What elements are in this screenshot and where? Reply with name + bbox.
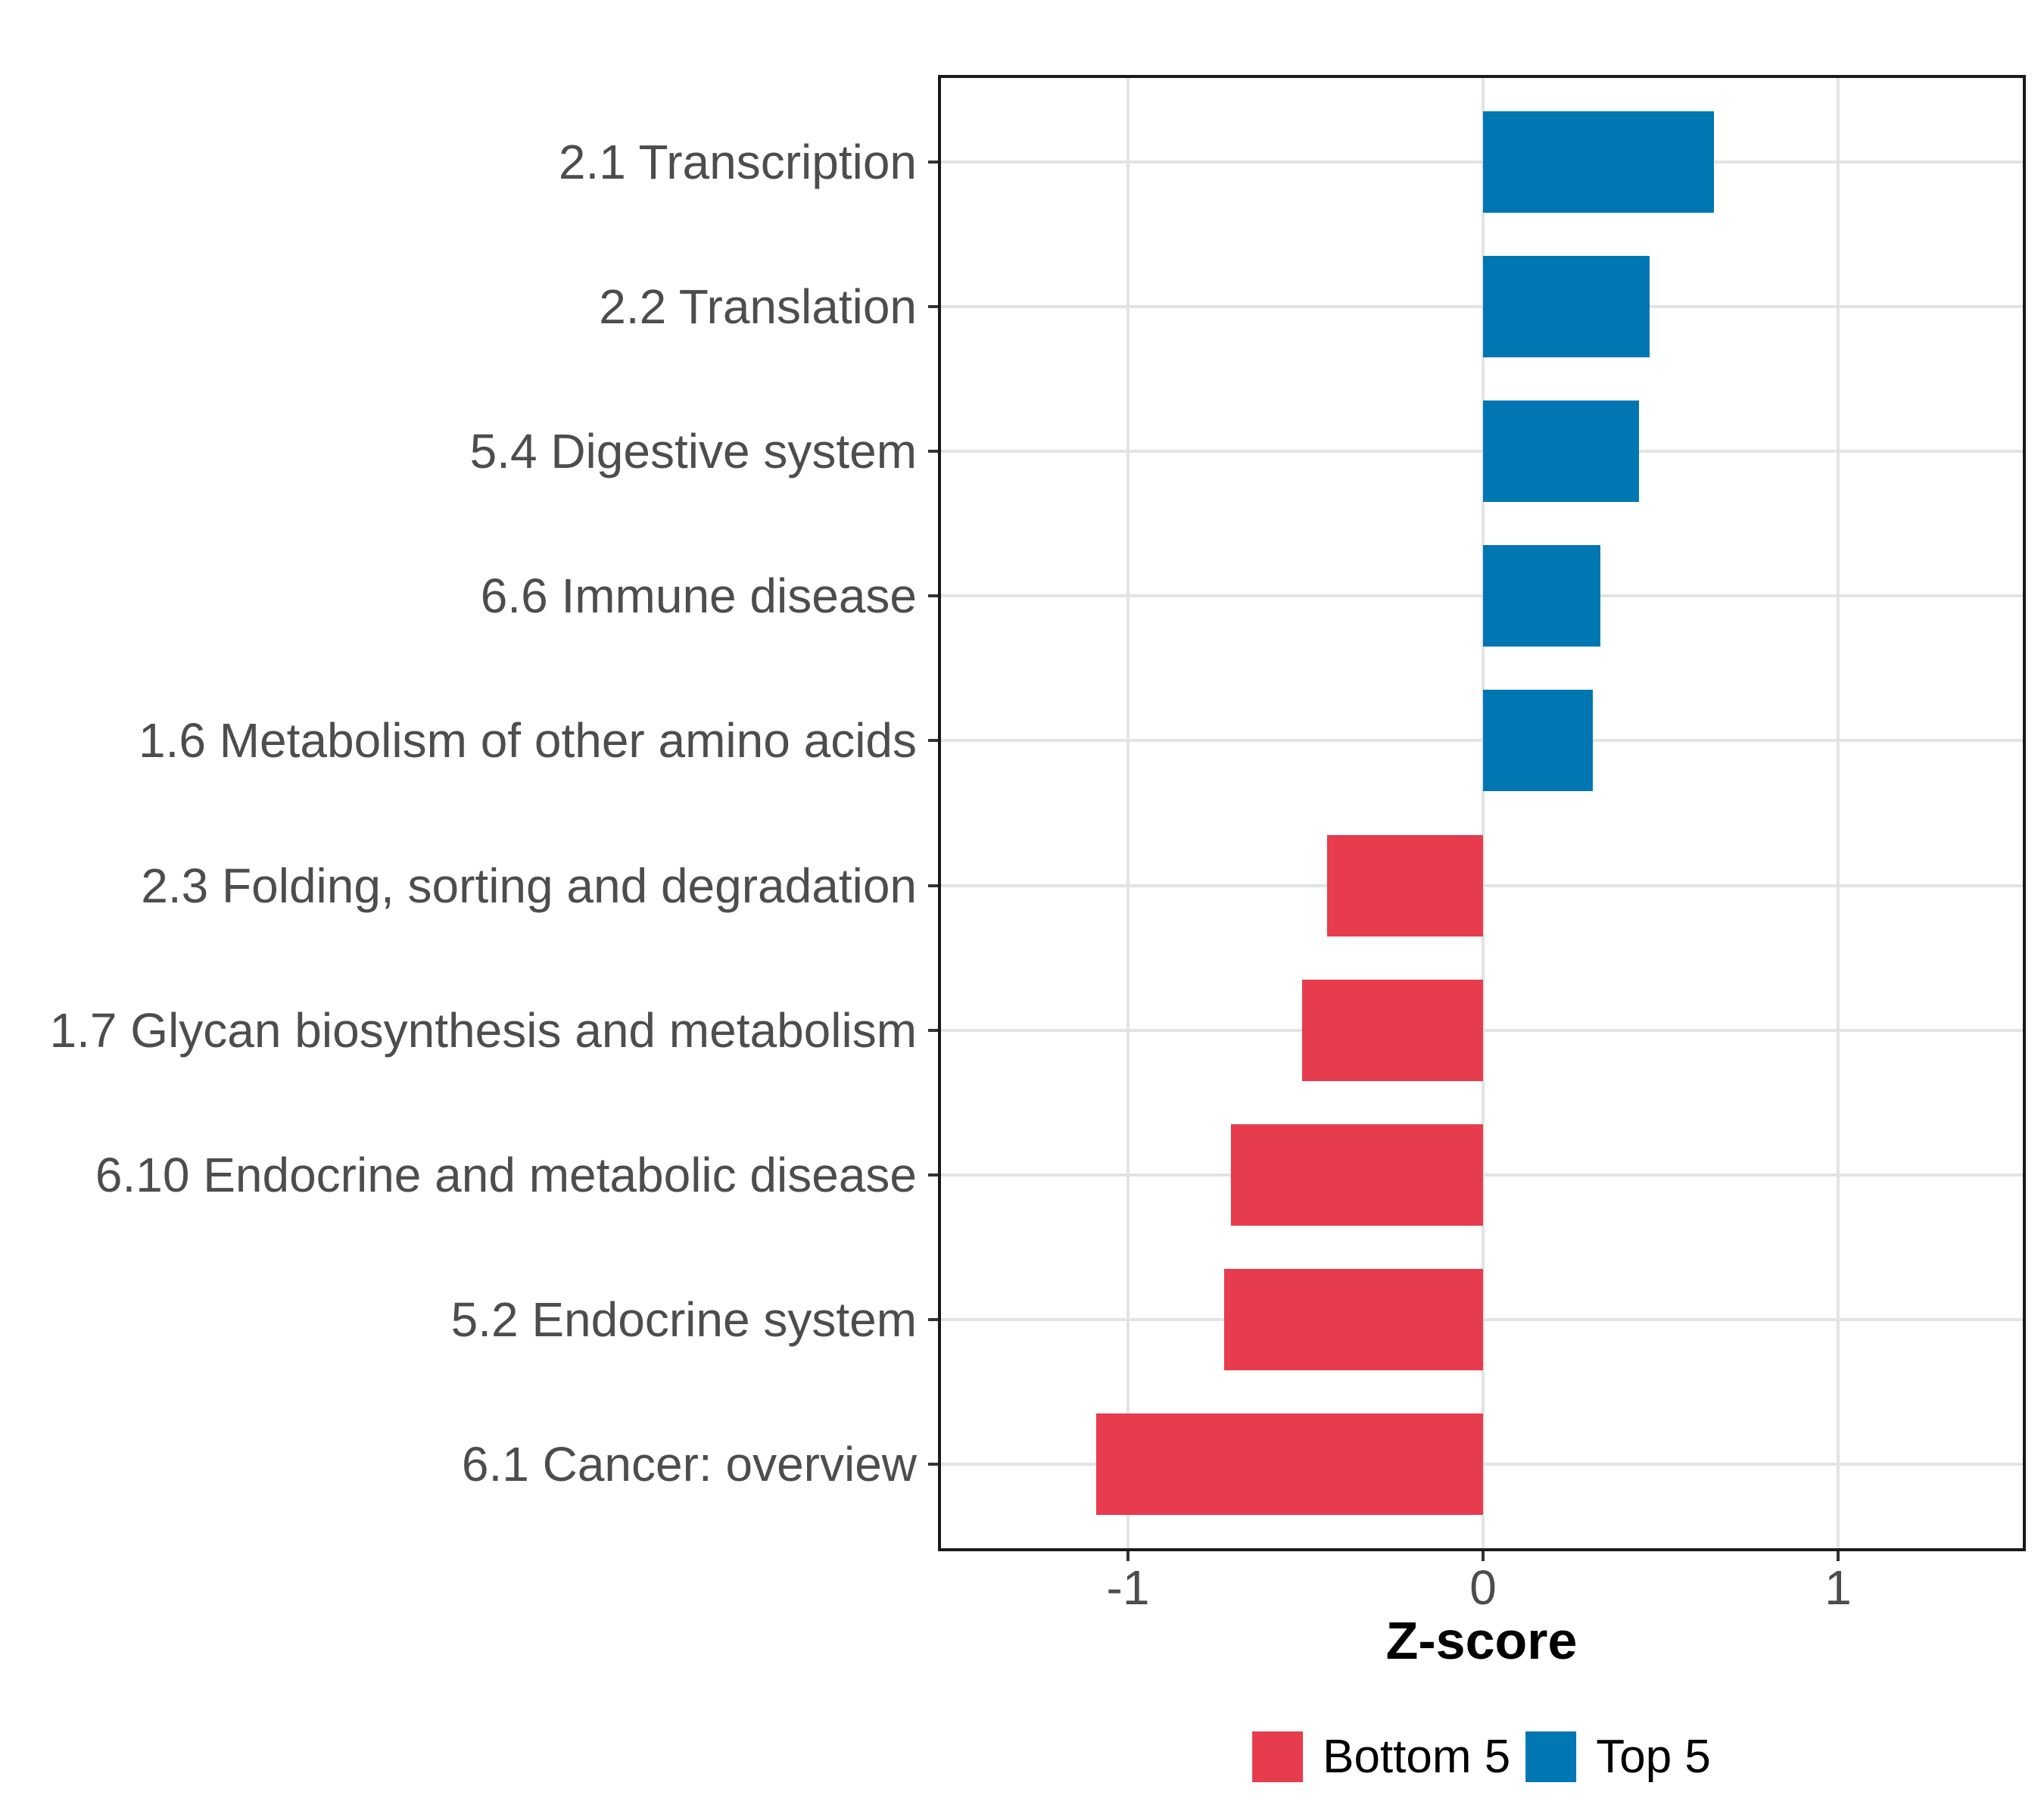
y-axis-tick <box>928 594 938 598</box>
y-axis-label: 5.2 Endocrine system <box>450 1292 917 1348</box>
x-axis-tick <box>1126 1551 1129 1561</box>
x-axis-title: Z-score <box>1385 1611 1578 1670</box>
bar-top5 <box>1483 111 1714 213</box>
bar-bottom5 <box>1231 1124 1483 1226</box>
y-axis-label: 6.1 Cancer: overview <box>461 1437 917 1492</box>
y-axis-tick <box>928 1173 938 1177</box>
x-axis-tick <box>1837 1551 1840 1561</box>
x-tick-label: 0 <box>1469 1560 1497 1615</box>
y-gridline <box>938 450 2026 453</box>
legend-item-bottom5: Bottom 5 <box>1252 1730 1510 1784</box>
y-axis-tick <box>928 884 938 887</box>
y-axis-label: 5.4 Digestive system <box>469 424 917 479</box>
bar-top5 <box>1483 545 1600 647</box>
x-gridline <box>1126 75 1129 1551</box>
y-axis-label: 2.2 Translation <box>599 279 917 334</box>
y-axis-tick <box>928 1318 938 1322</box>
y-axis-tick <box>928 160 938 164</box>
y-axis-tick <box>928 1028 938 1032</box>
y-gridline <box>938 594 2026 598</box>
y-axis-label: 1.7 Glycan biosynthesis and metabolism <box>49 1002 917 1058</box>
bar-top5 <box>1483 255 1650 357</box>
x-axis-tick <box>1482 1551 1485 1561</box>
y-axis-label: 2.3 Folding, sorting and degradation <box>141 858 917 913</box>
legend-label-bottom5: Bottom 5 <box>1323 1731 1511 1783</box>
bar-bottom5 <box>1223 1269 1483 1371</box>
bar-bottom5 <box>1095 1413 1483 1516</box>
x-tick-label: 1 <box>1824 1560 1852 1615</box>
legend-label-top5: Top 5 <box>1596 1731 1711 1783</box>
x-gridline <box>1837 75 1840 1551</box>
y-gridline <box>938 304 2026 308</box>
bar-bottom5 <box>1326 834 1483 937</box>
legend-swatch-top5 <box>1525 1731 1577 1782</box>
y-axis-label: 6.6 Immune disease <box>480 569 917 624</box>
x-gridline <box>1482 75 1485 1551</box>
y-axis-label: 6.10 Endocrine and metabolic disease <box>95 1147 917 1202</box>
y-axis-tick <box>928 1463 938 1466</box>
y-axis-tick <box>928 304 938 308</box>
x-tick-label: -1 <box>1106 1560 1150 1615</box>
y-axis-label: 2.1 Transcription <box>558 134 917 189</box>
bar-bottom5 <box>1301 979 1483 1081</box>
y-gridline <box>938 739 2026 743</box>
legend: Bottom 5 Top 5 <box>1252 1730 1711 1784</box>
y-gridline <box>938 160 2026 164</box>
legend-item-top5: Top 5 <box>1525 1730 1711 1784</box>
y-axis-tick <box>928 739 938 743</box>
legend-swatch-bottom5 <box>1252 1731 1304 1782</box>
y-axis-label: 1.6 Metabolism of other amino acids <box>138 713 917 768</box>
bar-top5 <box>1483 690 1594 792</box>
y-axis-tick <box>928 450 938 453</box>
bar-top5 <box>1483 400 1640 503</box>
